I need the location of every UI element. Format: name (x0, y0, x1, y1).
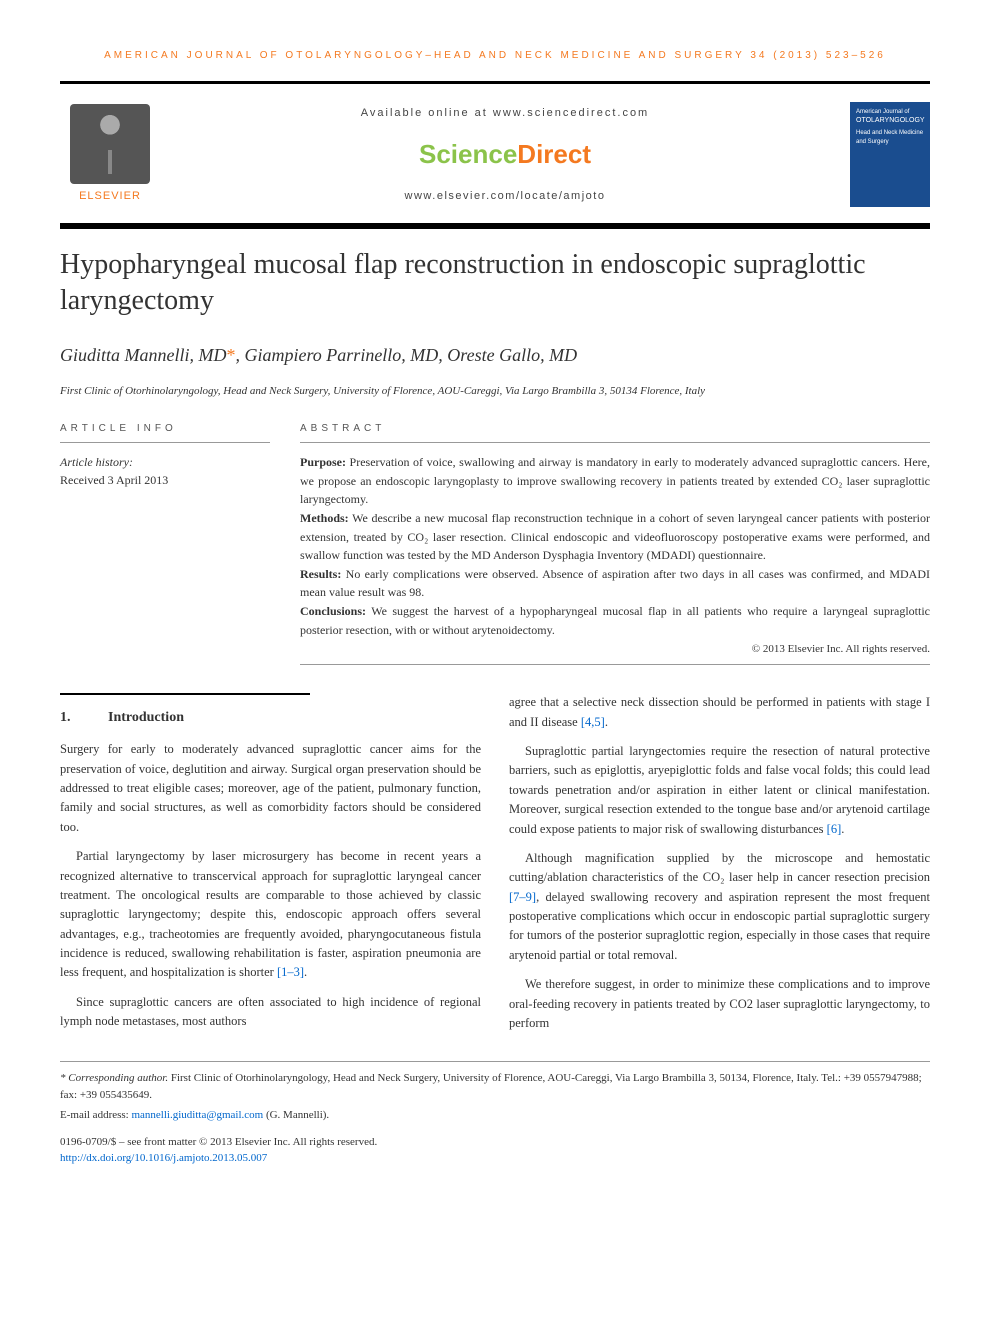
masthead-rule-bottom (60, 223, 930, 229)
info-abstract-row: ARTICLE INFO Article history: Received 3… (60, 421, 930, 665)
results-text: No early complications were observed. Ab… (300, 567, 930, 600)
abstract-column: ABSTRACT Purpose: Preservation of voice,… (300, 421, 930, 665)
corresponding-author-footnote: * Corresponding author. First Clinic of … (60, 1070, 930, 1103)
section-1-title: Introduction (108, 710, 184, 725)
article-title: Hypopharyngeal mucosal flap reconstructi… (60, 247, 930, 320)
abstract-label: ABSTRACT (300, 421, 930, 443)
p5-text-b: . (841, 822, 844, 836)
p5-text-a: Supraglottic partial laryngectomies requ… (509, 744, 930, 836)
p6-text-b: , delayed swallowing recovery and aspira… (509, 890, 930, 962)
citation-1-3[interactable]: [1–3] (277, 965, 304, 979)
methods-text: We describe a new mucosal flap reconstru… (300, 511, 930, 562)
received-date: Received 3 April 2013 (60, 471, 270, 489)
journal-cover-thumbnail: American Journal of OTOLARYNGOLOGY Head … (850, 102, 930, 207)
conclusions-label: Conclusions: (300, 604, 366, 618)
left-column: 1.Introduction Surgery for early to mode… (60, 693, 481, 1043)
paragraph-3: Since supraglottic cancers are often ass… (60, 993, 481, 1032)
section-1-heading: 1.Introduction (60, 707, 481, 728)
article-history: Article history: Received 3 April 2013 (60, 453, 270, 489)
section-rule (60, 693, 310, 695)
issn-copyright: 0196-0709/$ – see front matter © 2013 El… (60, 1134, 930, 1151)
purpose-text: Preservation of voice, swallowing and ai… (300, 455, 930, 506)
abstract-body: Purpose: Preservation of voice, swallowi… (300, 453, 930, 665)
citation-6[interactable]: [6] (827, 822, 842, 836)
masthead-rule-top (60, 81, 930, 84)
doi-link[interactable]: http://dx.doi.org/10.1016/j.amjoto.2013.… (60, 1150, 930, 1167)
cover-top: American Journal of (856, 108, 924, 117)
paragraph-1: Surgery for early to moderately advanced… (60, 740, 481, 837)
cover-title: OTOLARYNGOLOGY (856, 117, 924, 125)
elsevier-tree-icon (70, 104, 150, 184)
conclusions-text: We suggest the harvest of a hypopharynge… (300, 604, 930, 637)
purpose-label: Purpose: (300, 455, 346, 469)
methods-label: Methods: (300, 511, 349, 525)
paragraph-5: Supraglottic partial laryngectomies requ… (509, 742, 930, 839)
cover-sub: Head and Neck Medicine and Surgery (856, 129, 924, 147)
publisher-name: ELSEVIER (60, 188, 160, 205)
corr-label: * Corresponding author. (60, 1072, 168, 1084)
p2-text-a: Partial laryngectomy by laser microsurge… (60, 849, 481, 979)
email-who: (G. Mannelli). (263, 1109, 329, 1121)
p6-text-a: Although magnification supplied by the m… (509, 851, 930, 884)
affiliation: First Clinic of Otorhinolaryngology, Hea… (60, 383, 930, 400)
front-matter: 0196-0709/$ – see front matter © 2013 El… (60, 1134, 930, 1167)
citation-7-9[interactable]: [7–9] (509, 890, 536, 904)
publisher-logo: ELSEVIER (60, 104, 160, 205)
masthead: ELSEVIER Available online at www.science… (60, 94, 930, 219)
p4-text-b: . (605, 715, 608, 729)
p2-text-b: . (304, 965, 307, 979)
p4-text-a: agree that a selective neck dissection s… (509, 695, 930, 728)
results-label: Results: (300, 567, 341, 581)
brand-part-a: Science (419, 139, 517, 169)
article-info-label: ARTICLE INFO (60, 421, 270, 443)
sciencedirect-logo[interactable]: ScienceDirect (160, 135, 850, 174)
history-label: Article history: (60, 453, 270, 471)
abstract-copyright: © 2013 Elsevier Inc. All rights reserved… (300, 641, 930, 658)
article-info-column: ARTICLE INFO Article history: Received 3… (60, 421, 270, 665)
running-header: AMERICAN JOURNAL OF OTOLARYNGOLOGY–HEAD … (60, 48, 930, 63)
email-link[interactable]: mannelli.giuditta@gmail.com (131, 1109, 263, 1121)
paragraph-6: Although magnification supplied by the m… (509, 849, 930, 965)
paragraph-2: Partial laryngectomy by laser microsurge… (60, 847, 481, 983)
footnote-rule (60, 1061, 930, 1062)
authors-rest: , Giampiero Parrinello, MD, Oreste Gallo… (235, 345, 577, 365)
corr-text: First Clinic of Otorhinolaryngology, Hea… (60, 1072, 922, 1101)
author-1: Giuditta Mannelli, MD (60, 345, 226, 365)
paragraph-7: We therefore suggest, in order to minimi… (509, 975, 930, 1033)
email-label: E-mail address: (60, 1109, 131, 1121)
body-columns: 1.Introduction Surgery for early to mode… (60, 693, 930, 1043)
masthead-center: Available online at www.sciencedirect.co… (160, 105, 850, 205)
paragraph-4: agree that a selective neck dissection s… (509, 693, 930, 732)
email-footnote: E-mail address: mannelli.giuditta@gmail.… (60, 1107, 930, 1124)
author-list: Giuditta Mannelli, MD*, Giampiero Parrin… (60, 342, 930, 369)
journal-url[interactable]: www.elsevier.com/locate/amjoto (160, 188, 850, 205)
available-online-text: Available online at www.sciencedirect.co… (160, 105, 850, 122)
citation-4-5[interactable]: [4,5] (581, 715, 605, 729)
right-column: agree that a selective neck dissection s… (509, 693, 930, 1043)
brand-part-b: Direct (517, 139, 591, 169)
section-1-number: 1. (60, 707, 108, 728)
